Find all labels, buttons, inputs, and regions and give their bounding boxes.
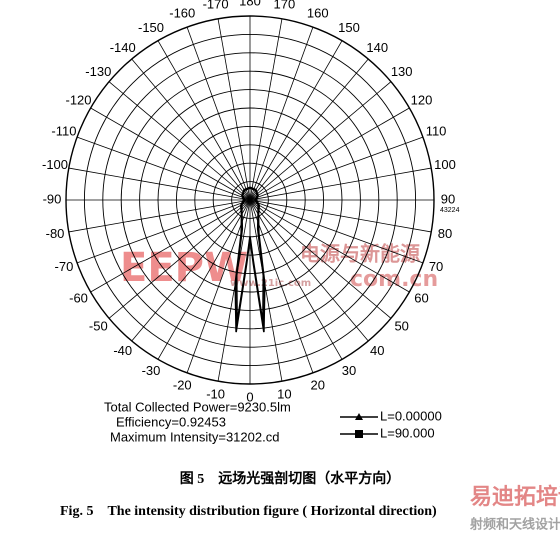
spoke: [249, 199, 410, 293]
spoke: [249, 199, 392, 319]
angle-label: 0: [246, 389, 253, 404]
spoke: [186, 199, 251, 374]
spoke: [108, 81, 251, 201]
angle-label: 140: [366, 40, 388, 55]
angle-label: 120: [411, 92, 433, 107]
angle-label: -20: [173, 377, 192, 392]
watermark: 射频和天线设计专家: [469, 517, 560, 533]
spoke: [76, 136, 251, 201]
legend-label: L=0.00000: [380, 408, 442, 423]
watermark: www.21ic.com: [230, 278, 311, 289]
angle-label: -90: [43, 191, 62, 206]
angle-label: 60: [414, 290, 428, 305]
angle-label: 10: [277, 386, 291, 401]
angle-label: -110: [51, 124, 76, 139]
angle-label: -50: [89, 319, 108, 334]
caption-zh: 图 5 远场光强剖切图（水平方向）: [180, 470, 401, 487]
spoke: [249, 199, 432, 233]
angle-label: -40: [113, 343, 132, 358]
intensity-curve: [235, 187, 265, 323]
angle-label: 20: [310, 377, 324, 392]
spoke: [249, 199, 283, 382]
annotation: Total Collected Power=9230.5lm: [104, 399, 291, 414]
angle-label: 150: [338, 20, 360, 35]
angle-label: 110: [426, 124, 447, 139]
spoke: [249, 199, 343, 360]
watermark: EEPW: [120, 245, 248, 291]
spoke: [249, 167, 432, 201]
angle-label: 80: [438, 226, 452, 241]
spoke: [186, 26, 251, 201]
spoke: [249, 199, 314, 374]
angle-label: -140: [110, 40, 136, 55]
spoke: [249, 18, 283, 201]
spoke: [249, 136, 424, 201]
angle-label: -160: [169, 5, 195, 20]
angle-label: 130: [391, 64, 413, 79]
angle-label: -100: [42, 157, 68, 172]
spoke: [90, 107, 251, 201]
spoke: [157, 40, 251, 201]
angle-label: -70: [55, 259, 74, 274]
spoke: [249, 58, 369, 201]
legend-marker: [355, 413, 363, 420]
caption-en: Fig. 5 The intensity distribution figure…: [60, 504, 437, 519]
annotation: Efficiency=0.92453: [116, 414, 226, 429]
angle-label: -80: [46, 226, 65, 241]
watermark: com.cn: [350, 267, 438, 292]
legend-marker: [355, 430, 363, 438]
spoke: [249, 81, 392, 201]
angle-label: 180: [239, 0, 261, 8]
angle-label: -130: [85, 64, 111, 79]
angle-label: 30: [342, 363, 356, 378]
angle-label: -60: [69, 290, 88, 305]
watermark: 易迪拓培训: [470, 484, 560, 510]
angle-label: -30: [142, 363, 161, 378]
angle-label: 70: [429, 259, 443, 274]
legend-label: L=90.000: [380, 425, 435, 440]
radial-max-label: 43224: [440, 207, 460, 214]
spoke: [217, 18, 251, 201]
spoke: [90, 199, 251, 293]
spoke: [131, 58, 251, 201]
angle-label: 50: [394, 319, 408, 334]
annotation: Maximum Intensity=31202.cd: [110, 429, 279, 444]
angle-label: 170: [274, 0, 296, 11]
spoke: [217, 199, 251, 382]
spoke: [249, 199, 424, 264]
angle-label: -120: [66, 92, 92, 107]
angle-label: -10: [206, 386, 225, 401]
spoke: [249, 26, 314, 201]
spoke: [249, 40, 343, 201]
angle-label: 90: [441, 191, 455, 206]
angle-label: -150: [138, 20, 164, 35]
spoke: [249, 199, 369, 342]
angle-label: 40: [370, 343, 384, 358]
angle-label: 160: [307, 5, 329, 20]
spoke: [68, 167, 251, 201]
watermark: 电源与新能源: [300, 242, 420, 266]
spoke: [157, 199, 251, 360]
spoke: [131, 199, 251, 342]
spoke: [108, 199, 251, 319]
angle-label: 100: [434, 157, 456, 172]
spoke: [68, 199, 251, 233]
angle-label: -170: [203, 0, 229, 11]
spoke: [249, 107, 410, 201]
spoke: [76, 199, 251, 264]
